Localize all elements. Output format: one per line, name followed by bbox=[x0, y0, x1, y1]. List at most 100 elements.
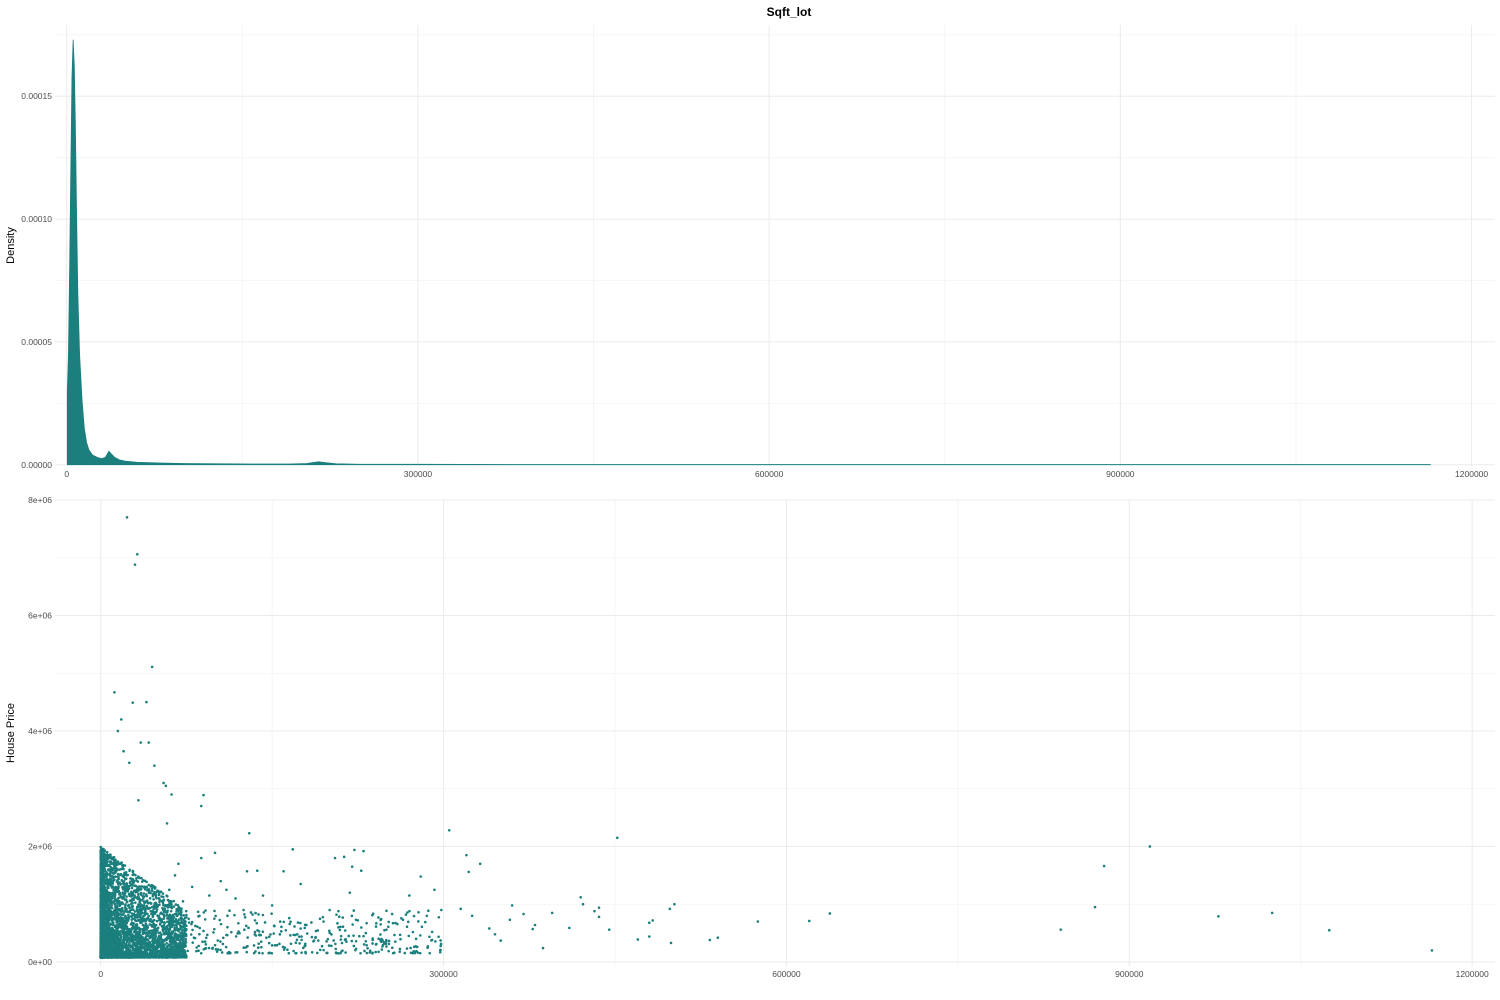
data-point bbox=[130, 915, 134, 918]
data-point bbox=[205, 933, 209, 937]
data-point bbox=[347, 934, 351, 938]
data-point bbox=[310, 950, 314, 954]
data-point bbox=[99, 899, 103, 903]
data-point bbox=[303, 944, 307, 947]
data-point bbox=[198, 932, 201, 936]
data-point bbox=[143, 941, 147, 944]
data-point bbox=[214, 948, 218, 951]
data-point bbox=[167, 888, 171, 892]
data-point bbox=[142, 914, 145, 918]
data-point bbox=[134, 923, 137, 926]
data-point bbox=[419, 875, 423, 878]
data-point bbox=[299, 927, 302, 930]
data-point bbox=[155, 927, 159, 930]
data-point bbox=[178, 924, 182, 927]
data-point bbox=[269, 933, 272, 936]
data-point bbox=[130, 926, 134, 930]
data-point bbox=[470, 914, 474, 918]
data-point bbox=[133, 910, 137, 913]
data-point bbox=[299, 882, 303, 886]
data-point bbox=[101, 880, 104, 884]
data-point bbox=[213, 909, 216, 913]
data-point bbox=[100, 896, 104, 900]
data-point bbox=[128, 953, 132, 956]
data-point bbox=[354, 939, 358, 943]
data-point bbox=[651, 919, 655, 922]
data-point bbox=[337, 909, 340, 913]
data-point bbox=[352, 909, 356, 912]
data-point bbox=[131, 870, 135, 873]
data-point bbox=[267, 935, 271, 939]
data-point bbox=[508, 918, 512, 922]
data-point bbox=[348, 891, 352, 894]
data-point bbox=[183, 951, 187, 954]
data-point bbox=[172, 915, 175, 919]
data-point bbox=[420, 925, 424, 929]
data-point bbox=[130, 936, 133, 940]
data-point bbox=[134, 890, 137, 893]
data-point bbox=[365, 943, 368, 947]
data-point bbox=[136, 955, 139, 959]
data-point bbox=[127, 887, 131, 890]
data-point bbox=[118, 939, 121, 942]
data-point bbox=[137, 892, 140, 896]
data-point bbox=[191, 941, 195, 944]
data-point bbox=[533, 923, 537, 927]
data-point bbox=[151, 894, 155, 898]
data-point bbox=[197, 915, 200, 918]
data-point bbox=[287, 951, 291, 955]
data-point bbox=[157, 945, 161, 949]
data-point bbox=[132, 872, 135, 876]
data-point bbox=[141, 897, 145, 900]
data-point bbox=[430, 930, 434, 934]
data-point bbox=[254, 934, 258, 937]
data-point bbox=[330, 944, 333, 948]
data-point bbox=[169, 919, 172, 923]
data-point bbox=[344, 951, 347, 954]
data-point bbox=[166, 906, 170, 909]
data-point bbox=[272, 924, 276, 927]
data-point bbox=[146, 912, 149, 916]
data-point bbox=[108, 901, 111, 905]
data-point bbox=[318, 917, 322, 921]
data-point bbox=[147, 945, 151, 949]
data-point bbox=[182, 953, 186, 956]
data-point bbox=[416, 951, 420, 954]
data-point bbox=[165, 947, 169, 950]
data-point bbox=[139, 887, 143, 891]
data-point bbox=[368, 951, 372, 954]
data-point bbox=[213, 917, 216, 920]
data-point bbox=[136, 885, 140, 889]
data-point bbox=[147, 887, 151, 891]
y-tick-label: 0.00015 bbox=[21, 91, 52, 101]
density-panel: 0 300000 600000 900000 1200000 0.000000.0000… bbox=[5, 25, 1495, 479]
data-point bbox=[155, 938, 158, 942]
data-point bbox=[156, 941, 159, 944]
data-point bbox=[144, 931, 148, 934]
data-point bbox=[100, 874, 103, 878]
data-point bbox=[133, 884, 137, 887]
data-point bbox=[131, 701, 135, 704]
data-point bbox=[362, 943, 366, 946]
data-point bbox=[103, 867, 107, 871]
data-point bbox=[219, 940, 222, 943]
data-point bbox=[181, 929, 184, 932]
data-point bbox=[124, 923, 127, 927]
data-point bbox=[106, 894, 110, 897]
data-point bbox=[257, 946, 260, 949]
data-point bbox=[182, 918, 186, 921]
data-point bbox=[110, 862, 114, 865]
data-point bbox=[439, 944, 442, 948]
data-point bbox=[234, 951, 237, 954]
data-point bbox=[101, 872, 104, 875]
data-point bbox=[110, 886, 114, 889]
scatter-grid bbox=[55, 499, 1495, 966]
data-point bbox=[244, 946, 248, 949]
data-point bbox=[109, 860, 113, 863]
data-point bbox=[111, 921, 115, 924]
data-point bbox=[353, 848, 356, 852]
data-point bbox=[147, 741, 151, 744]
data-point bbox=[105, 911, 108, 914]
data-point bbox=[118, 868, 121, 871]
